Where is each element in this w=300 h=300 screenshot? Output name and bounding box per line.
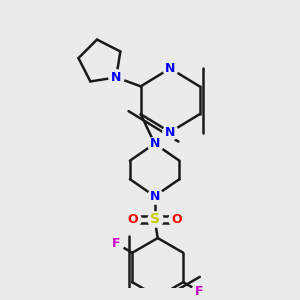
Text: N: N bbox=[165, 126, 175, 139]
Text: N: N bbox=[165, 62, 175, 75]
Text: O: O bbox=[128, 213, 138, 226]
Text: F: F bbox=[195, 285, 203, 298]
Text: F: F bbox=[112, 237, 120, 250]
Text: S: S bbox=[150, 212, 160, 226]
Text: N: N bbox=[111, 71, 122, 84]
Text: N: N bbox=[149, 190, 160, 203]
Text: O: O bbox=[171, 213, 181, 226]
Text: N: N bbox=[149, 137, 160, 150]
